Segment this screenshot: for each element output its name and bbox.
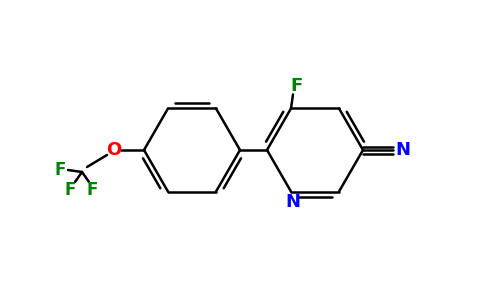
- Text: O: O: [106, 141, 121, 159]
- Text: N: N: [286, 193, 301, 211]
- Text: F: F: [54, 161, 66, 179]
- Text: F: F: [290, 77, 302, 95]
- Text: F: F: [86, 181, 98, 199]
- Text: F: F: [64, 181, 76, 199]
- Text: N: N: [395, 141, 410, 159]
